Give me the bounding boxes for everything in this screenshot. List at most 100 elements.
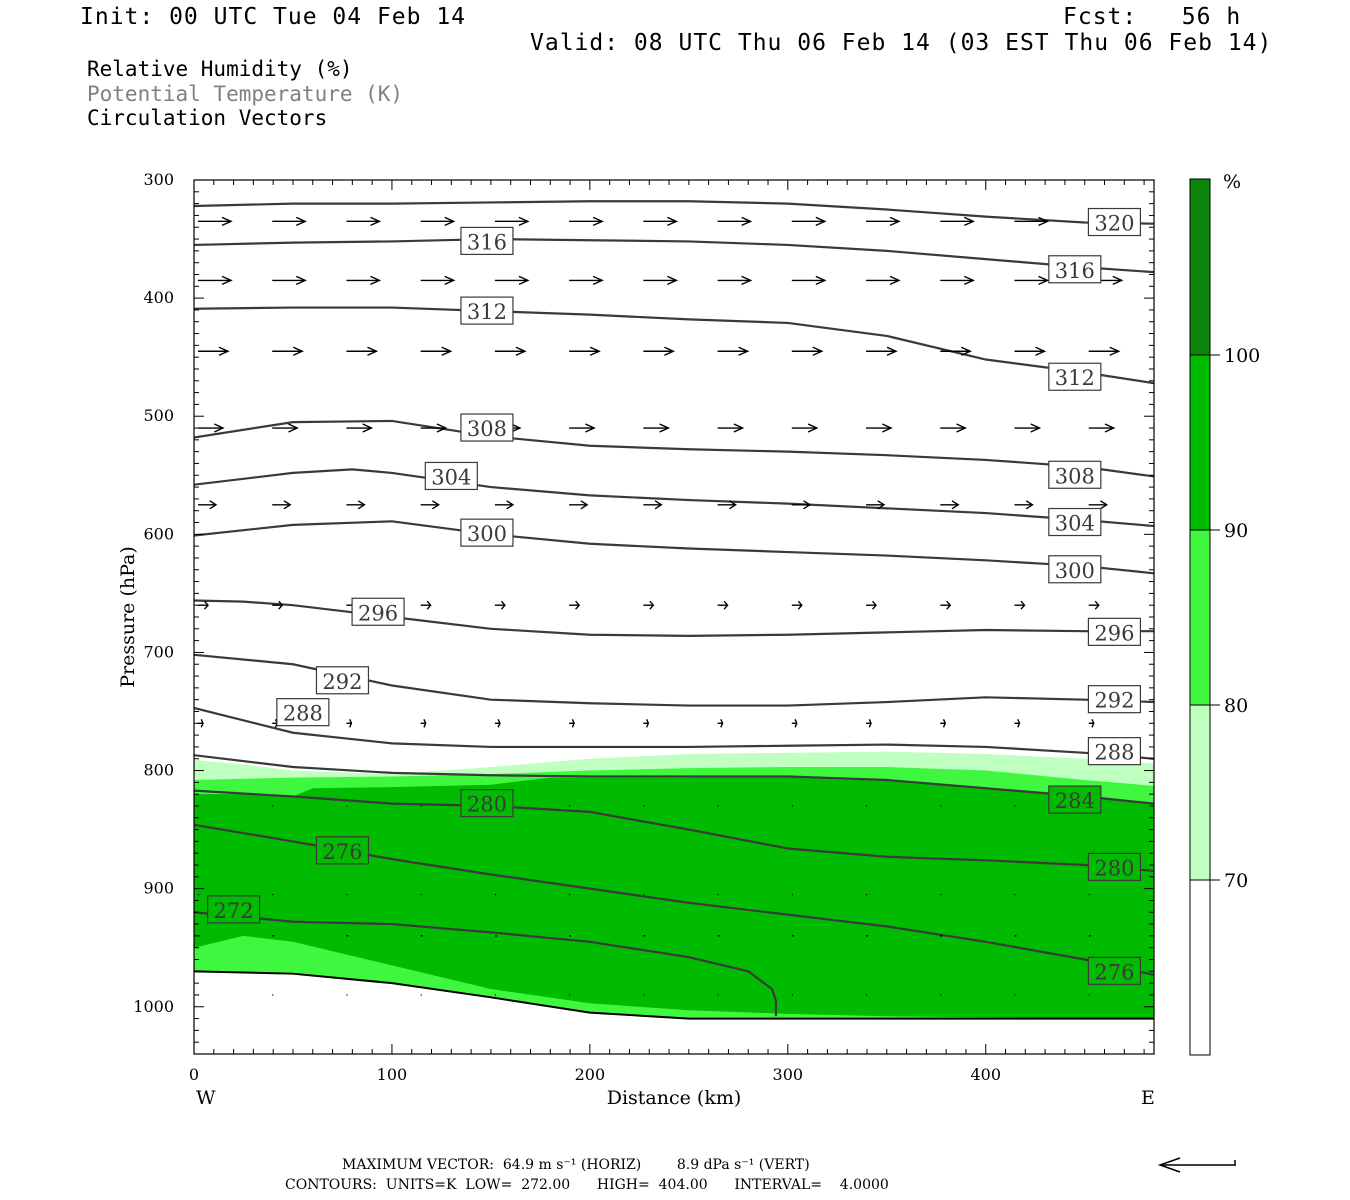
circulation-vector [1088, 346, 1121, 356]
contour-label-300: 300 [1048, 555, 1102, 584]
circulation-vector [198, 423, 225, 433]
circulation-vector [346, 423, 374, 433]
theta-contour-320 [194, 200, 1154, 225]
circulation-vector [272, 216, 307, 226]
svg-text:276: 276 [1094, 960, 1134, 984]
circulation-vector [346, 275, 382, 286]
y-tick-label: 900 [143, 879, 174, 898]
circulation-vector [272, 346, 304, 356]
circulation-vector [791, 346, 824, 356]
svg-text:272: 272 [214, 899, 254, 923]
circulation-vector [272, 500, 292, 510]
circulation-vector [272, 275, 307, 286]
surface-line [194, 970, 1154, 1020]
circulation-vector [420, 500, 440, 510]
contour-labels: 272 276 276 280 280 284 288 288 292 292 296 296 300 3… [206, 207, 1142, 985]
circulation-vector [717, 423, 745, 433]
colorbar-band-below-70 [1189, 879, 1211, 1056]
circulation-vector [420, 600, 432, 610]
x-axis-west-label: W [196, 1087, 216, 1109]
contour-label-312: 312 [1048, 362, 1102, 391]
circulation-vector [940, 500, 960, 510]
y-tick-label: 1000 [133, 997, 174, 1016]
contour-label-280: 280 [1087, 852, 1142, 881]
contour-label-296: 296 [351, 597, 405, 626]
circulation-vector [198, 500, 218, 510]
svg-text:296: 296 [1094, 621, 1134, 645]
colorbar-band-90-100 [1189, 354, 1211, 531]
colorbar-band-80-90 [1189, 529, 1211, 706]
circulation-vector [569, 216, 604, 226]
circulation-vector [569, 275, 604, 286]
x-tick-label: 300 [773, 1065, 804, 1084]
theta-contour-316 [194, 237, 1154, 274]
y-tick-label: 500 [143, 406, 174, 425]
circulation-vector [346, 216, 382, 226]
svg-text:292: 292 [1094, 689, 1134, 713]
circulation-vector [1088, 600, 1100, 610]
circulation-vector [198, 275, 233, 286]
circulation-vector [569, 600, 581, 610]
circulation-vector [791, 423, 819, 433]
contour-label-312: 312 [460, 296, 514, 325]
x-tick-label: 100 [377, 1065, 408, 1084]
circulation-vector [494, 346, 527, 356]
circulation-vector [494, 600, 506, 610]
svg-text:316: 316 [467, 230, 507, 254]
circulation-vector [346, 719, 353, 728]
x-tick-label: 400 [970, 1065, 1001, 1084]
circulation-vector [494, 719, 501, 728]
svg-text:284: 284 [1055, 789, 1095, 813]
circulation-vector [1014, 423, 1042, 433]
y-tick-label: 800 [143, 761, 174, 780]
circulation-vector [1088, 500, 1109, 510]
contour-label-292: 292 [1087, 685, 1142, 714]
circulation-vector [420, 423, 448, 433]
x-tick-label: 0 [189, 1065, 199, 1084]
theta-contour-312 [194, 306, 1154, 385]
init-time: Init: 00 UTC Tue 04 Feb 14 [80, 4, 467, 30]
contour-label-288: 288 [1087, 737, 1142, 766]
x-tick-label: 200 [575, 1065, 606, 1084]
circulation-vector [940, 216, 975, 226]
theta-contour-304 [194, 468, 1154, 528]
circulation-vector [643, 500, 663, 510]
contour-label-300: 300 [460, 518, 514, 547]
circulation-vector [420, 346, 453, 356]
circulation-vector [272, 423, 299, 433]
circulation-vector [866, 600, 877, 610]
svg-text:312: 312 [467, 300, 507, 324]
legend-relative-humidity: Relative Humidity (%) [87, 57, 353, 81]
y-tick-label: 400 [143, 288, 174, 307]
colorbar-label-70: 70 [1224, 870, 1248, 892]
svg-text:288: 288 [1094, 741, 1134, 765]
contour-label-316: 316 [1048, 255, 1102, 284]
svg-text:300: 300 [467, 522, 507, 546]
circulation-vector [569, 346, 601, 356]
reference-vector-arrow [1157, 1157, 1236, 1173]
svg-text:296: 296 [358, 601, 398, 625]
svg-text:280: 280 [1094, 856, 1134, 880]
legend-circulation-vectors: Circulation Vectors [87, 106, 328, 130]
x-axis-label: Distance (km) [607, 1087, 742, 1109]
circulation-vector [569, 423, 596, 433]
circulation-vector [940, 719, 947, 728]
circulation-vector [643, 275, 679, 286]
svg-text:312: 312 [1055, 366, 1095, 390]
circulation-vector [866, 275, 901, 286]
svg-text:288: 288 [283, 702, 323, 726]
colorbar: % 100 90 80 70 [1189, 171, 1260, 1056]
colorbar-label-90: 90 [1224, 520, 1248, 542]
circulation-vector [494, 216, 530, 226]
circulation-vector [1014, 275, 1050, 286]
theta-contour-300 [194, 520, 1154, 575]
contour-label-304: 304 [424, 461, 478, 491]
circulation-vector [791, 216, 827, 226]
svg-text:316: 316 [1055, 259, 1095, 283]
contour-label-292: 292 [315, 666, 370, 695]
circulation-vector [1088, 423, 1116, 433]
valid-time: Valid: 08 UTC Thu 06 Feb 14 (03 EST Thu … [530, 30, 1273, 56]
svg-text:292: 292 [322, 670, 362, 694]
circulation-vector [1014, 719, 1021, 728]
